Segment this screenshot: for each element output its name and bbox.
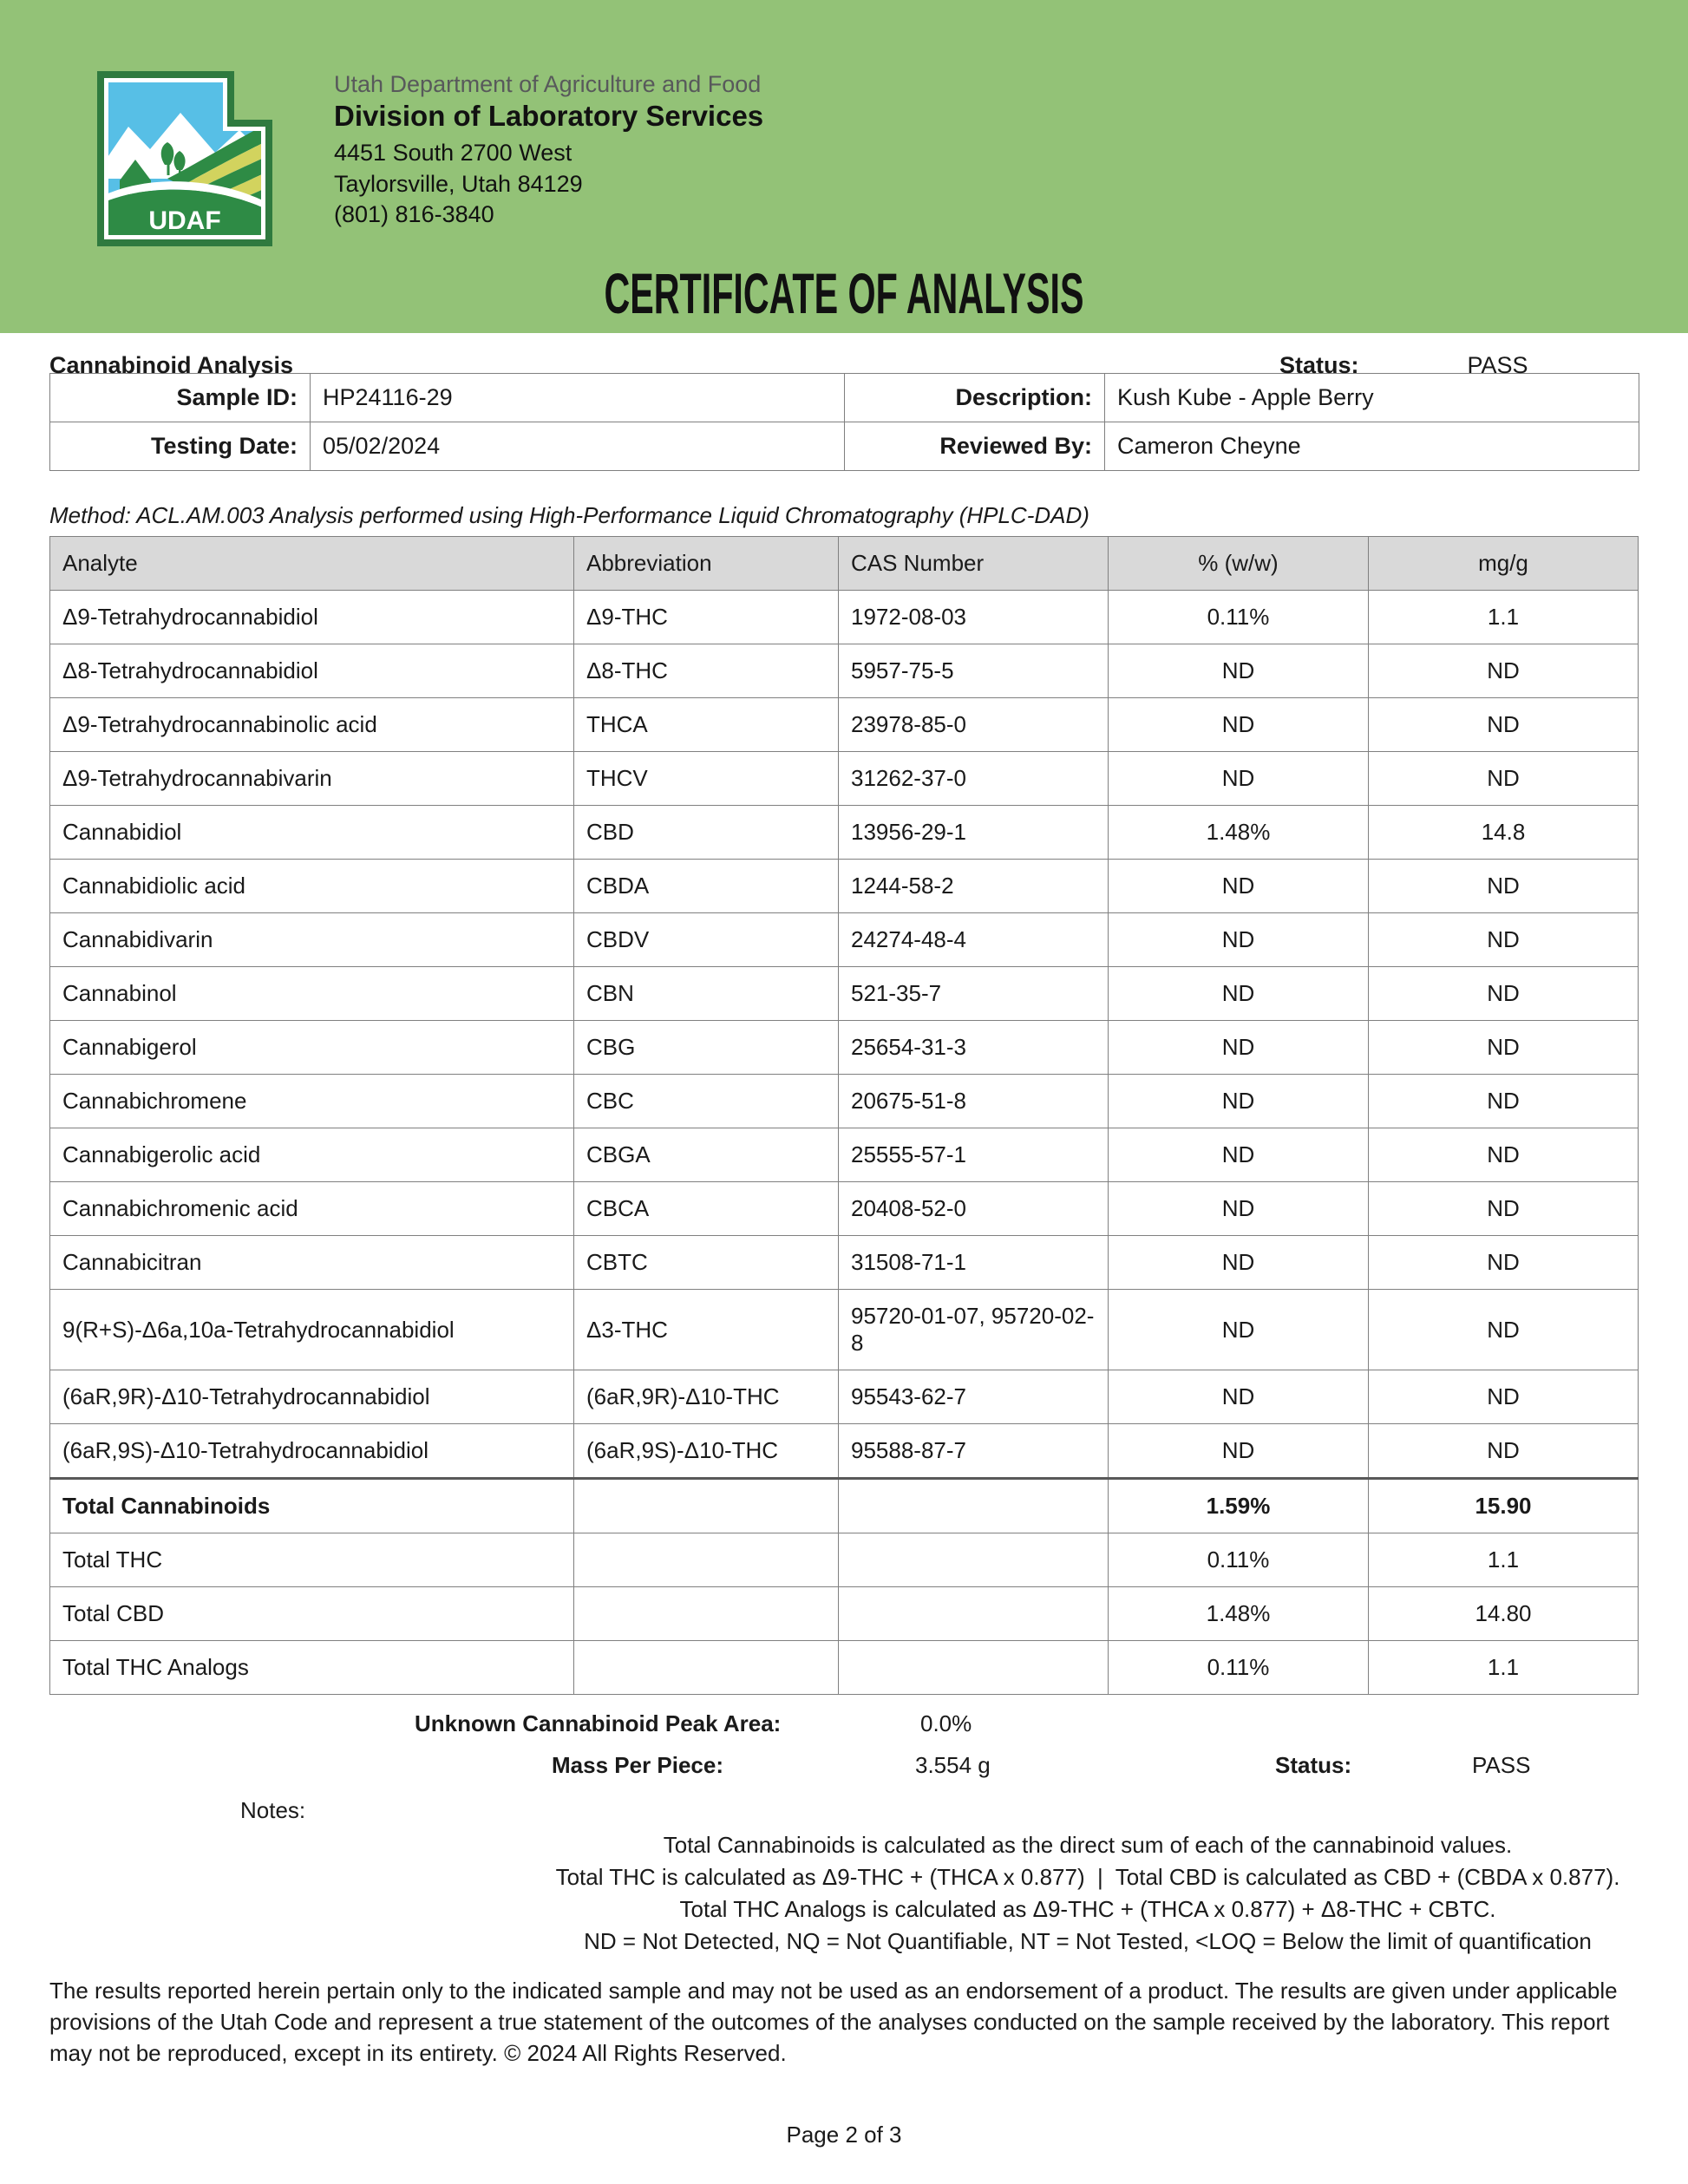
svg-text:UDAF: UDAF — [148, 206, 220, 235]
